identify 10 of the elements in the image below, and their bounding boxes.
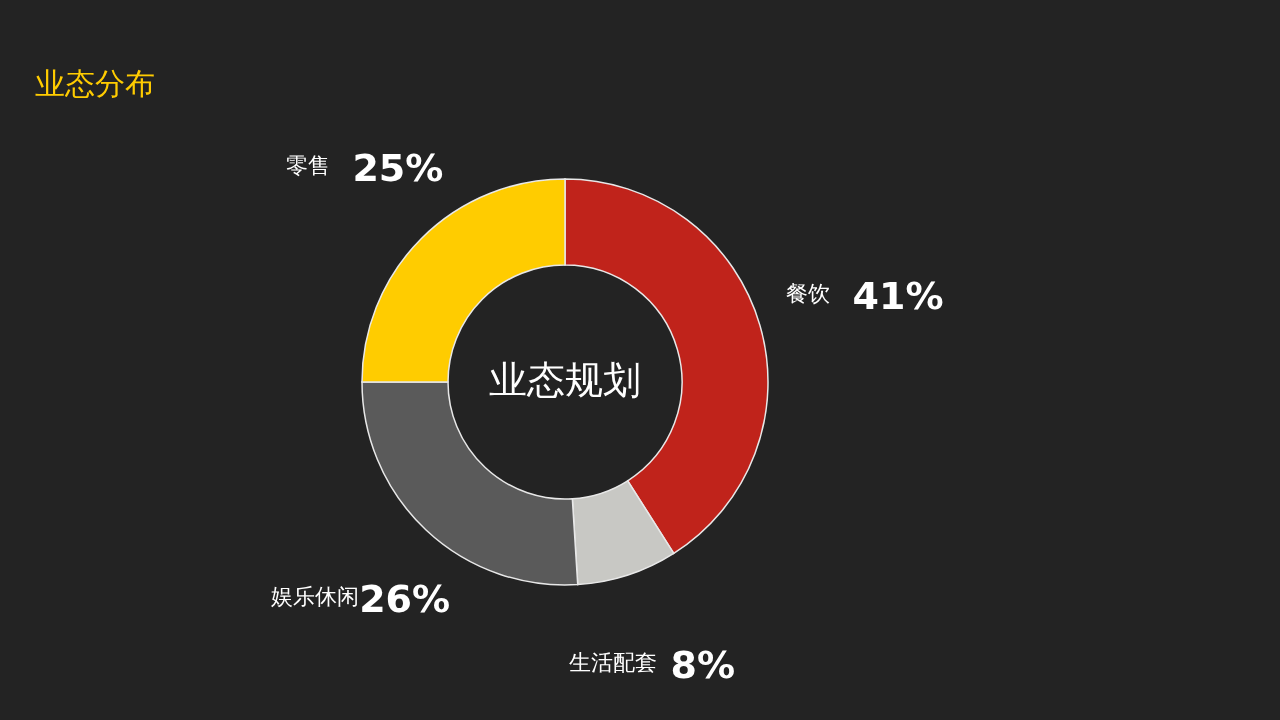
text: 业态规划 xyxy=(489,358,641,402)
chart-title: 业态分布 xyxy=(35,66,155,101)
slice-label: 餐饮 xyxy=(786,281,831,307)
slice-label: 零售 xyxy=(285,152,330,178)
data-label: 8% xyxy=(670,643,735,688)
data-label: 41% xyxy=(852,274,944,319)
data-label: 25% xyxy=(352,145,444,190)
data-label: 26% xyxy=(359,576,451,621)
slice-label: 生活配套 xyxy=(568,650,657,676)
slice-label: 娱乐休闲 xyxy=(270,583,359,609)
